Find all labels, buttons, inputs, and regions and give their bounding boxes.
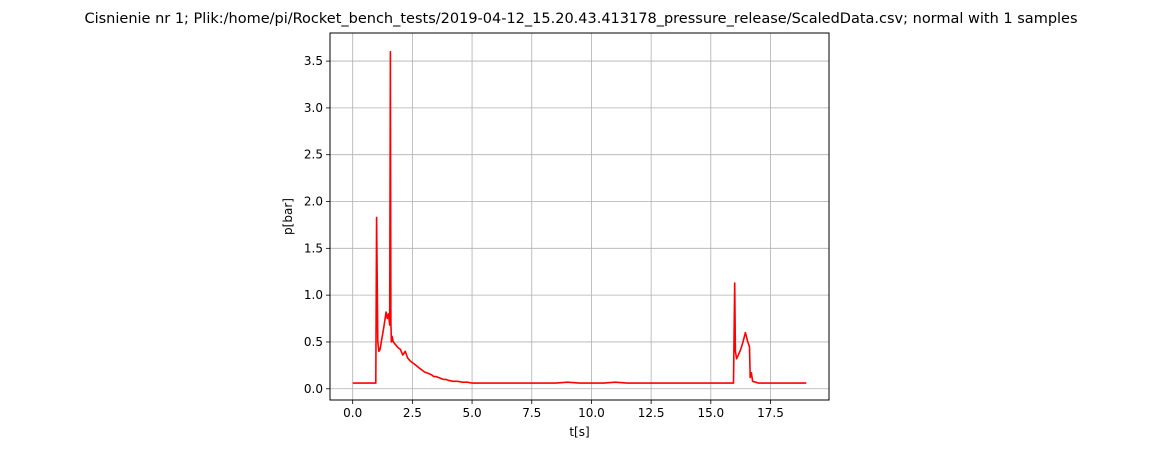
y-tick-label: 2.0 bbox=[304, 195, 323, 209]
x-tick-label: 10.0 bbox=[578, 406, 605, 420]
series-line-0 bbox=[352, 50, 807, 384]
grid bbox=[330, 33, 829, 400]
y-tick-label: 3.5 bbox=[304, 54, 323, 68]
y-tick-label: 3.0 bbox=[304, 101, 323, 115]
y-axis-label: p[bar] bbox=[281, 198, 295, 235]
plot-series bbox=[352, 50, 807, 384]
chart-title: Cisnienie nr 1; Plik:/home/pi/Rocket_ben… bbox=[84, 11, 1077, 27]
x-tick-label: 15.0 bbox=[697, 406, 724, 420]
x-tick-label: 12.5 bbox=[638, 406, 665, 420]
x-tick-label: 7.5 bbox=[522, 406, 541, 420]
y-axis: 0.0 0.5 1.0 1.5 2.0 2.5 3.0 3.5 bbox=[304, 54, 330, 396]
y-tick-label: 2.5 bbox=[304, 148, 323, 162]
x-tick-label: 0.0 bbox=[343, 406, 362, 420]
y-tick-label: 0.5 bbox=[304, 335, 323, 349]
x-tick-label: 5.0 bbox=[463, 406, 482, 420]
y-tick-label: 1.5 bbox=[304, 241, 323, 255]
x-tick-label: 2.5 bbox=[403, 406, 422, 420]
x-tick-label: 17.5 bbox=[757, 406, 784, 420]
y-tick-label: 1.0 bbox=[304, 288, 323, 302]
x-axis-label: t[s] bbox=[569, 425, 589, 439]
plot-frame bbox=[329, 32, 830, 401]
y-tick-label: 0.0 bbox=[304, 382, 323, 396]
x-axis: 0.0 2.5 5.0 7.5 10.0 12.5 15.0 17.5 bbox=[343, 400, 784, 420]
